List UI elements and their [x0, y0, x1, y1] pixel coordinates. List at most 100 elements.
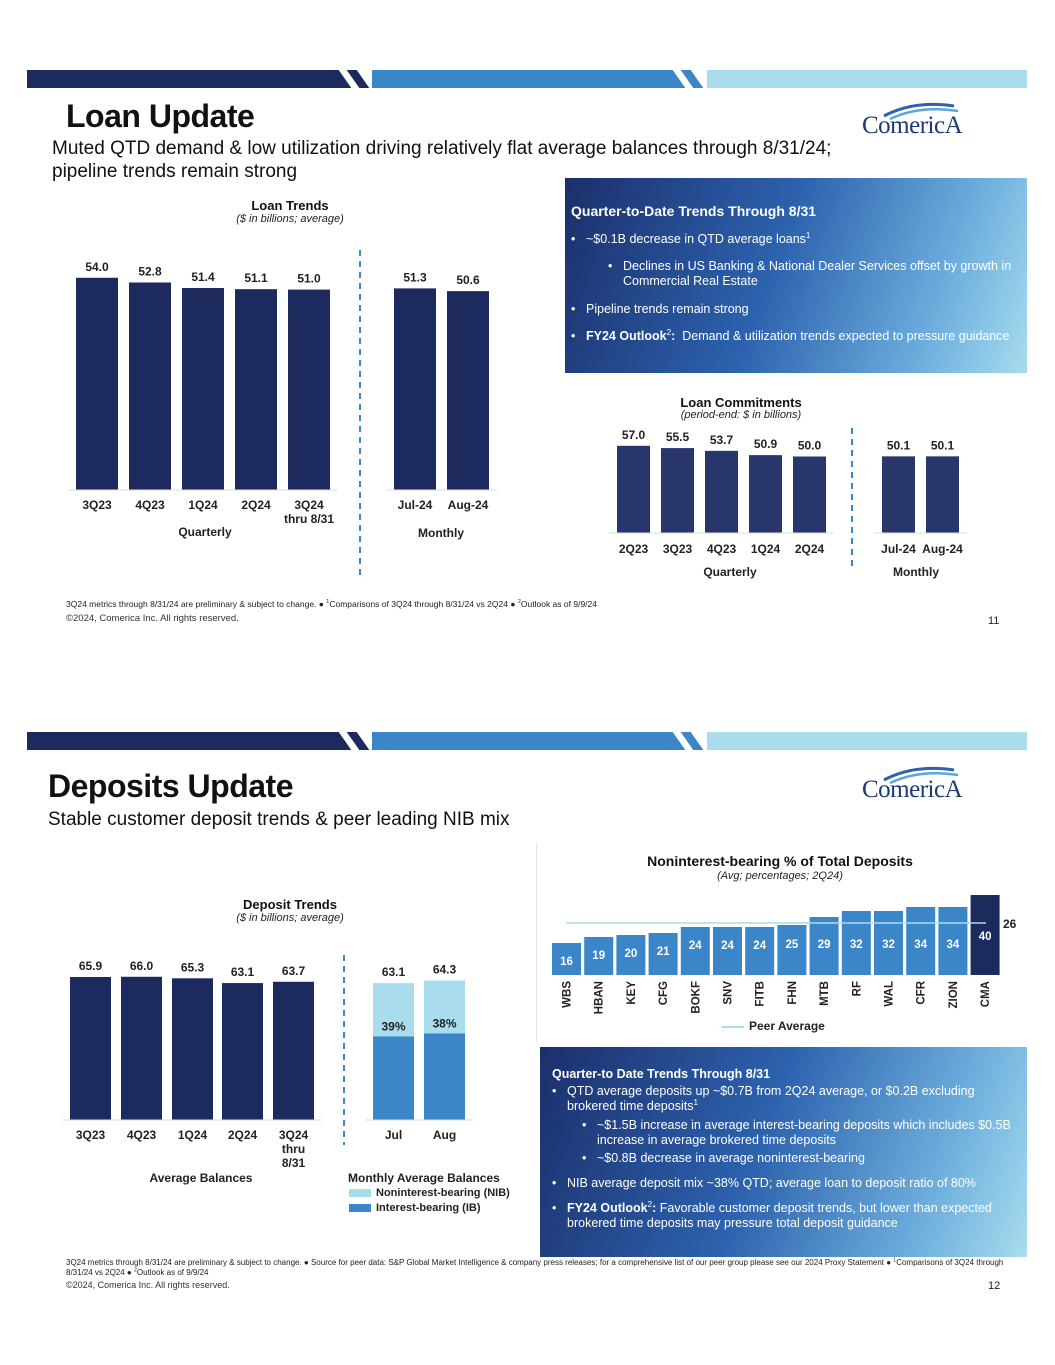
data-label: 66.0 [130, 959, 154, 973]
data-label: 63.1 [382, 965, 406, 979]
chart-title: Deposit Trends [243, 897, 337, 912]
bar [584, 937, 614, 975]
category-label: WAL [884, 981, 896, 1007]
legend-nib: Noninterest-bearing (NIB) [349, 1187, 510, 1202]
bar [394, 288, 436, 490]
bar-ib [373, 1036, 414, 1120]
subtitle-line: Muted QTD demand & low utilization drivi… [52, 138, 832, 159]
bar [745, 927, 775, 975]
data-label: 55.5 [666, 430, 690, 444]
category-label: 2Q24 [228, 1128, 258, 1142]
peer-average-label: 26 [1003, 917, 1017, 931]
bar-ib [424, 1033, 465, 1120]
data-label: 24 [689, 940, 702, 952]
group-label-monthly-average-balances: Monthly Average Balances [348, 1171, 500, 1185]
bullet: FY24 Outlook2: Demand & utilization tren… [571, 328, 1016, 344]
bar [841, 911, 871, 975]
category-label: 2Q24 [241, 498, 271, 512]
legend: Noninterest-bearing (NIB) Interest-beari… [349, 1187, 510, 1217]
bullet: QTD average deposits up ~$0.7B from 2Q24… [552, 1084, 1012, 1114]
bar [705, 450, 738, 533]
chart-subtitle: ($ in billions; average) [236, 213, 344, 225]
category-label: CFR [916, 980, 928, 1004]
data-label: 25 [786, 939, 799, 951]
bullet: NIB average deposit mix ~38% QTD; averag… [552, 1176, 1012, 1191]
subtitle-line: pipeline trends remain strong [52, 161, 298, 182]
data-label: 24 [753, 940, 766, 952]
copyright: ©2024, Comerica Inc. All rights reserved… [66, 1280, 230, 1290]
bar [906, 907, 936, 975]
data-label: 40 [979, 931, 992, 943]
category-label: RF [851, 981, 863, 996]
group-label-monthly: Monthly [893, 565, 939, 579]
bar [938, 907, 968, 975]
group-label-average-balances: Average Balances [149, 1171, 253, 1185]
logo-swoosh-icon [883, 766, 959, 784]
data-label: 19 [592, 950, 605, 962]
category-label: MTB [819, 981, 831, 1006]
bar [182, 287, 224, 490]
category-label: 1Q24 [751, 542, 781, 556]
category-label: 1Q24 [178, 1128, 208, 1142]
bar-nib [424, 980, 465, 1034]
bar [222, 983, 263, 1120]
category-label: 3Q24 thru 8/31 [279, 1128, 309, 1170]
box-heading: Quarter-to-Date Trends Through 8/31 [571, 203, 817, 219]
category-label: ZION [948, 981, 960, 1008]
category-label: KEY [626, 981, 638, 1005]
category-label: 4Q23 [127, 1128, 157, 1142]
header-banner [27, 70, 1027, 88]
data-label: 63.1 [231, 965, 255, 979]
legend-peer-average: Peer Average [722, 1019, 825, 1034]
data-label: 34 [947, 939, 960, 951]
legend-ib: Interest-bearing (IB) [349, 1202, 510, 1217]
category-label: 3Q24 thru 8/31 [284, 498, 334, 526]
page-title: Deposits Update [48, 768, 293, 804]
category-label: Aug [433, 1128, 456, 1142]
data-label: 52.8 [138, 264, 162, 278]
data-label: 21 [657, 946, 670, 958]
bar [121, 976, 162, 1120]
bar [172, 978, 213, 1120]
qtd-trends-box: Quarter-to Date Trends Through 8/31 QTD … [540, 1047, 1027, 1257]
bar [76, 277, 118, 490]
chart-title: Loan Commitments [680, 395, 802, 410]
bar-nib [373, 983, 414, 1037]
data-label: 57.0 [622, 428, 646, 442]
bar [874, 911, 903, 975]
nib-percent-label: 38% [432, 1016, 456, 1030]
data-label: 50.0 [798, 439, 822, 453]
data-label: 53.7 [710, 433, 734, 447]
sub-bullet: ~$1.5B increase in average interest-bear… [582, 1118, 1012, 1148]
category-label: WBS [562, 981, 574, 1008]
data-label: 29 [818, 939, 831, 951]
category-label: 2Q23 [619, 542, 649, 556]
data-label: 50.1 [887, 438, 911, 452]
group-label-monthly: Monthly [418, 526, 464, 540]
qtd-trends-box: Quarter-to-Date Trends Through 8/31 ~$0.… [565, 178, 1027, 373]
bar [970, 895, 1000, 975]
data-label: 50.9 [754, 437, 778, 451]
category-label: BOKF [690, 981, 702, 1014]
data-label: 50.1 [931, 438, 955, 452]
category-label: 3Q23 [663, 542, 693, 556]
data-label: 51.0 [297, 272, 321, 286]
footnote: 3Q24 metrics through 8/31/24 are prelimi… [66, 1257, 1004, 1277]
comerica-logo: ComericA [862, 100, 972, 140]
bar [749, 455, 782, 533]
page-number: 11 [988, 615, 1000, 627]
data-label: 51.3 [403, 270, 427, 284]
category-label: 4Q23 [707, 542, 737, 556]
chart-subtitle: (Avg; percentages; 2Q24) [717, 870, 843, 882]
data-label: 20 [625, 948, 638, 960]
bar [288, 289, 330, 490]
box-heading: Quarter-to Date Trends Through 8/31 [552, 1067, 771, 1081]
divider [536, 843, 537, 1043]
bar [809, 917, 839, 975]
group-label-quarterly: Quarterly [703, 565, 757, 579]
chart-subtitle: ($ in billions; average) [236, 912, 344, 924]
bar [713, 927, 742, 975]
bullet: ~$0.1B decrease in QTD average loans1 [571, 231, 1016, 247]
data-label: 32 [882, 939, 895, 951]
